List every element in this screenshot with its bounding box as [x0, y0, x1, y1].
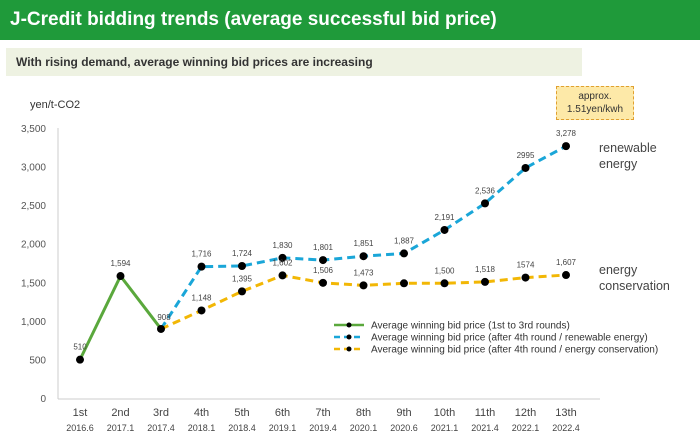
y-tick-label: 1,500 [21, 278, 46, 289]
data-point [359, 281, 368, 290]
y-tick-label: 500 [29, 355, 46, 366]
data-label: 2,536 [475, 186, 496, 195]
x-tick-label: 6th [275, 407, 290, 419]
data-point [440, 225, 449, 234]
x-tick-label: 12th [515, 407, 536, 419]
data-label: 1,148 [191, 293, 212, 302]
data-point [238, 262, 246, 271]
data-label: 1574 [517, 261, 535, 270]
data-point [521, 163, 530, 172]
approx-line-2: 1.51yen/kwh [566, 104, 624, 115]
x-tick-label: 2nd [111, 407, 129, 419]
x-tick-date-label: 2018.1 [188, 423, 216, 433]
data-point [481, 277, 489, 286]
x-tick-label: 11th [475, 407, 496, 419]
series-line-early-rounds [78, 273, 163, 361]
x-tick-label: 4th [194, 407, 209, 419]
data-label: 1,602 [272, 258, 293, 267]
data-point [319, 278, 327, 287]
data-label: 1,830 [272, 241, 293, 250]
y-axis-unit-label: yen/t-CO2 [30, 99, 81, 111]
legend-label: Average winning bid price (after 4th rou… [371, 333, 648, 344]
legend-label: Average winning bid price (1st to 3rd ro… [371, 321, 570, 332]
x-tick-date-label: 2020.6 [390, 423, 418, 433]
data-point [197, 262, 206, 271]
data-point [562, 142, 570, 151]
data-label: 1,801 [313, 243, 334, 252]
y-tick-label: 0 [40, 394, 46, 405]
data-label: 3,278 [556, 129, 577, 138]
data-point [278, 253, 287, 262]
data-label: 1,851 [353, 239, 374, 248]
data-point [562, 271, 570, 280]
data-point [197, 306, 206, 315]
data-point [157, 324, 165, 333]
x-tick-date-label: 2016.6 [66, 423, 94, 433]
legend-marker [346, 346, 352, 352]
x-tick-label: 9th [396, 407, 411, 419]
x-tick-date-label: 2017.4 [147, 423, 175, 433]
data-label: 1,724 [232, 249, 253, 258]
y-tick-label: 3,500 [21, 124, 46, 135]
data-label: 1,506 [313, 266, 334, 275]
data-label: 1,607 [556, 258, 577, 267]
y-tick-label: 2,500 [21, 201, 46, 212]
data-point [116, 272, 125, 281]
data-label: 1,594 [110, 259, 131, 268]
data-label: 1,395 [232, 274, 253, 283]
page-subtitle: With rising demand, average winning bid … [6, 48, 582, 76]
x-tick-date-label: 2020.1 [350, 423, 378, 433]
data-label: 1,518 [475, 265, 496, 274]
legend-label: Average winning bid price (after 4th rou… [371, 345, 658, 356]
x-tick-label: 1st [73, 407, 88, 419]
renewable-side-label: energy [599, 157, 638, 171]
approx-line-1: approx. [578, 91, 612, 102]
approx-price-callout: approx. 1.51yen/kwh [556, 86, 634, 120]
data-point [278, 271, 287, 280]
data-label: 510 [73, 343, 87, 352]
legend-marker [346, 322, 352, 328]
conservation-side-label: conservation [599, 279, 670, 293]
y-tick-label: 1,000 [21, 317, 46, 328]
data-label: 2995 [517, 151, 535, 160]
x-tick-date-label: 2017.1 [107, 423, 135, 433]
data-label: 1,887 [394, 236, 415, 245]
data-point [238, 287, 246, 296]
x-tick-date-label: 2019.4 [309, 423, 337, 433]
data-label: 2,191 [434, 213, 455, 222]
x-tick-label: 10th [434, 407, 455, 419]
x-tick-date-label: 2021.4 [471, 423, 499, 433]
data-point [440, 279, 449, 288]
data-point [359, 252, 368, 261]
x-tick-date-label: 2022.4 [552, 423, 580, 433]
conservation-side-label: energy [599, 263, 638, 277]
renewable-side-label: renewable [599, 141, 657, 155]
y-tick-label: 2,000 [21, 240, 46, 251]
x-tick-date-label: 2022.1 [512, 423, 540, 433]
data-point [400, 249, 408, 258]
y-tick-label: 3,000 [21, 163, 46, 174]
legend-marker [346, 334, 352, 340]
data-label: 908 [157, 313, 171, 322]
data-label: 1,500 [434, 266, 455, 275]
data-point [481, 199, 489, 208]
x-tick-label: 3rd [153, 407, 169, 419]
x-tick-date-label: 2019.1 [269, 423, 297, 433]
data-point [319, 256, 327, 265]
x-tick-label: 8th [356, 407, 371, 419]
data-point [521, 273, 530, 282]
x-tick-label: 7th [315, 407, 330, 419]
x-tick-label: 5th [234, 407, 249, 419]
x-tick-label: 13th [555, 407, 576, 419]
x-tick-date-label: 2021.1 [431, 423, 459, 433]
page-title: J-Credit bidding trends (average success… [0, 0, 700, 40]
x-tick-date-label: 2018.4 [228, 423, 256, 433]
data-point [76, 355, 84, 364]
data-label: 1,716 [191, 250, 212, 259]
data-label: 1,473 [353, 268, 374, 277]
data-point [400, 279, 408, 288]
